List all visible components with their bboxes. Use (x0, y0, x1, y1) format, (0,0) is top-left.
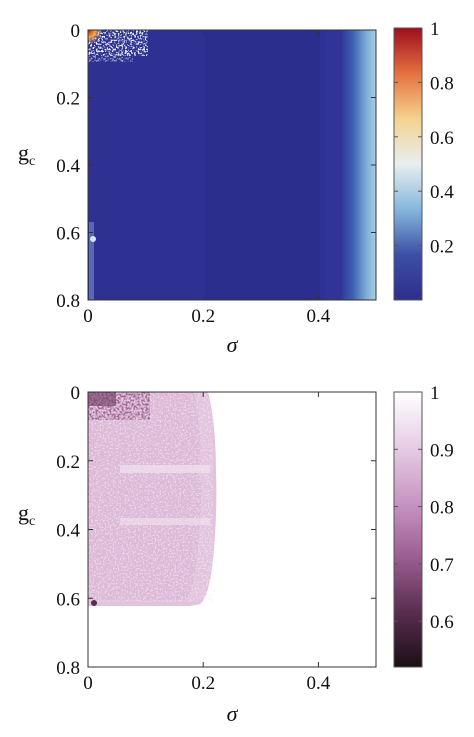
x-tick-label: 0.4 (307, 306, 331, 327)
heatmap-1-band-a (205, 30, 325, 300)
y-tick-label: 0.8 (56, 658, 80, 679)
y-tick-label: 0.2 (56, 452, 80, 473)
x-tick-label: 0.4 (307, 673, 331, 694)
y-tick-label: 0.2 (56, 89, 80, 110)
colorbar-tick-label: 1 (430, 383, 440, 404)
x-tick-label: 0.2 (191, 673, 215, 694)
y-tick-label: 0.4 (56, 156, 80, 177)
colorbar-2-fill (394, 392, 422, 667)
y-tick-label: 0 (71, 21, 81, 42)
colorbar-tick-label: 0.8 (430, 498, 454, 519)
heatmap-1-left-spot (90, 236, 96, 242)
colorbar-tick-label: 0.4 (430, 182, 454, 203)
heatmap-2-band-light-2 (120, 518, 210, 525)
x-tick-label: 0 (83, 673, 93, 694)
x-tick-label: 0.2 (191, 306, 215, 327)
y-tick-label: 0.6 (56, 589, 80, 610)
heatmap-1-band-b (320, 30, 340, 300)
y-tick-label: 0 (71, 383, 81, 404)
colorbar-tick-label: 1 (430, 19, 440, 40)
colorbar-1-ticks: 1 0.8 0.6 0.4 0.2 (394, 19, 454, 258)
x-axis-label: σ (227, 332, 239, 357)
x-tick-label: 0 (83, 306, 93, 327)
colorbar-tick-label: 0.6 (430, 612, 454, 633)
colorbar-tick-label: 0.9 (430, 440, 454, 461)
y-axis-label-subscript: c (29, 154, 35, 169)
colorbar-1-fill (394, 28, 422, 300)
heatmap-2-left-spot (91, 600, 97, 606)
colorbar-tick-label: 0.8 (430, 73, 454, 94)
x-axis-label: σ (227, 701, 239, 726)
colorbar-1-frame (393, 27, 423, 301)
y-axis-label: gc (18, 500, 35, 529)
heatmap-2-band-light-1 (120, 465, 210, 473)
axes-2: 0 0.2 0.4 0 0.2 0.4 0.6 0.8 σ gc (18, 383, 376, 726)
y-axis-label: gc (18, 140, 35, 169)
colorbar-tick-label: 0.6 (430, 128, 454, 149)
y-tick-label: 0.8 (56, 291, 80, 312)
heatmap-1-speckle-fade (88, 48, 133, 62)
heatmap-2-dark-corner-core (88, 392, 116, 406)
axes-1: 0 0.2 0.4 0 0.2 0.4 0.6 0.8 σ gc (18, 21, 376, 357)
y-tick-label: 0.6 (56, 224, 80, 245)
y-axis-label-subscript: c (29, 514, 35, 529)
colorbar-2-ticks: 1 0.9 0.8 0.7 0.6 (394, 383, 454, 633)
y-tick-label: 0.4 (56, 521, 80, 542)
heatmap-1-left-streak (89, 222, 94, 300)
heatmap-panel-1 (88, 30, 376, 300)
colorbar-tick-label: 0.2 (430, 237, 454, 258)
colorbar-2-frame (393, 391, 423, 668)
heatmap-1-right-edge (340, 30, 376, 300)
heatmap-2-speckle-light (88, 392, 213, 602)
colorbar-tick-label: 0.7 (430, 555, 454, 576)
heatmap-panel-2 (88, 392, 376, 667)
heatmap-1-corner-hot (88, 30, 102, 44)
